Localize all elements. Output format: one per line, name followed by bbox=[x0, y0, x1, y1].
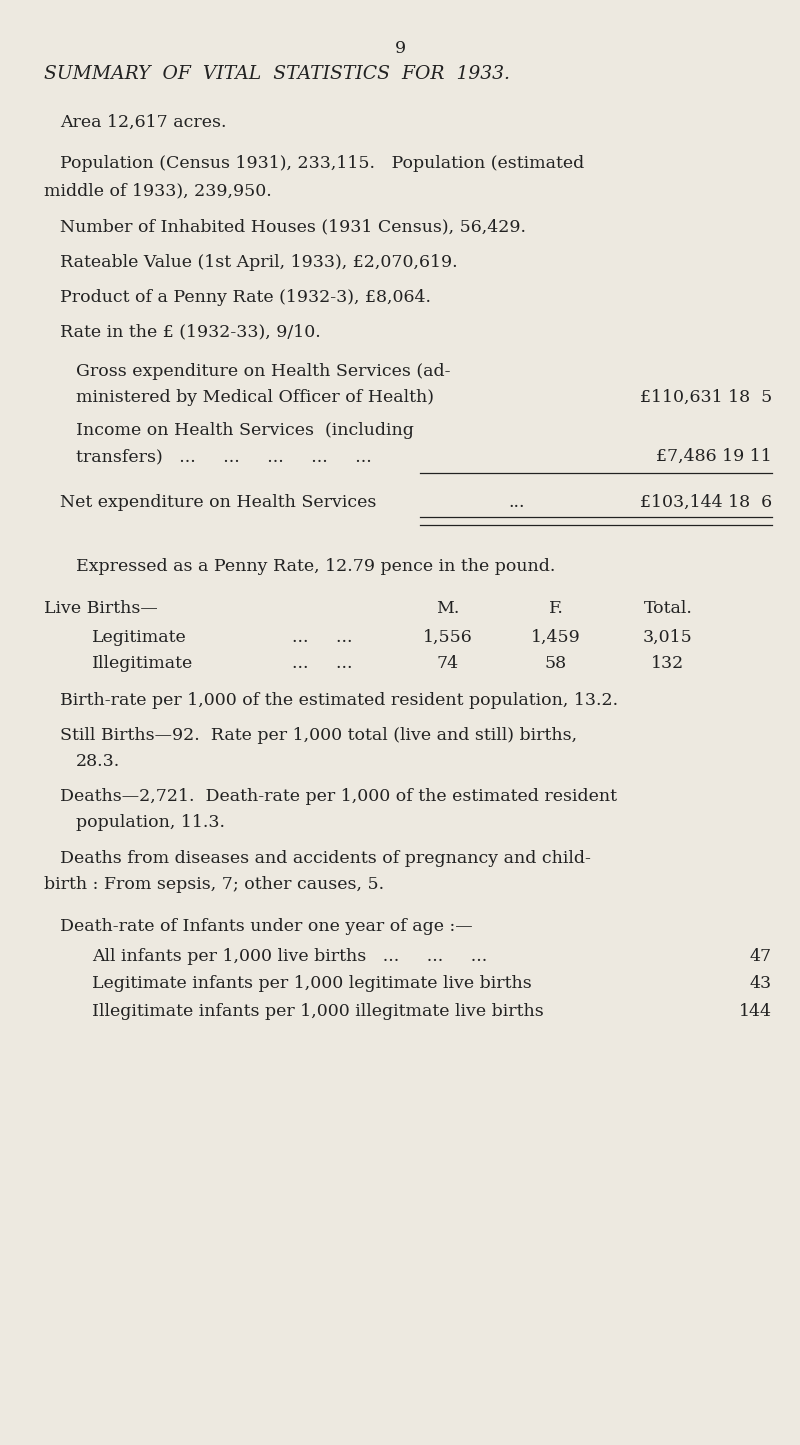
Text: Rateable Value (1st April, 1933), £2,070,619.: Rateable Value (1st April, 1933), £2,070… bbox=[60, 254, 458, 272]
Text: Income on Health Services  (including: Income on Health Services (including bbox=[76, 422, 414, 439]
Text: M.: M. bbox=[436, 600, 460, 617]
Text: Net expenditure on Health Services: Net expenditure on Health Services bbox=[60, 494, 376, 512]
Text: Death-rate of Infants under one year of age :—: Death-rate of Infants under one year of … bbox=[60, 918, 473, 935]
Text: £103,144 18  6: £103,144 18 6 bbox=[640, 494, 772, 512]
Text: Number of Inhabited Houses (1931 Census), 56,429.: Number of Inhabited Houses (1931 Census)… bbox=[60, 218, 526, 236]
Text: £110,631 18  5: £110,631 18 5 bbox=[640, 389, 772, 406]
Text: Still Births—92.  Rate per 1,000 total (live and still) births,: Still Births—92. Rate per 1,000 total (l… bbox=[60, 727, 577, 744]
Text: Total.: Total. bbox=[643, 600, 693, 617]
Text: £7,486 19 11: £7,486 19 11 bbox=[656, 448, 772, 465]
Text: Deaths—2,721.  Death-rate per 1,000 of the estimated resident: Deaths—2,721. Death-rate per 1,000 of th… bbox=[60, 788, 617, 805]
Text: Population (Census 1931), 233,115.   Population (estimated: Population (Census 1931), 233,115. Popul… bbox=[60, 155, 584, 172]
Text: 9: 9 bbox=[394, 40, 406, 58]
Text: 74: 74 bbox=[437, 655, 459, 672]
Text: 28.3.: 28.3. bbox=[76, 753, 120, 770]
Text: Legitimate infants per 1,000 legitimate live births: Legitimate infants per 1,000 legitimate … bbox=[92, 975, 532, 993]
Text: transfers)   ...     ...     ...     ...     ...: transfers) ... ... ... ... ... bbox=[76, 448, 372, 465]
Text: 1,459: 1,459 bbox=[531, 629, 581, 646]
Text: 1,556: 1,556 bbox=[423, 629, 473, 646]
Text: ministered by Medical Officer of Health): ministered by Medical Officer of Health) bbox=[76, 389, 434, 406]
Text: middle of 1933), 239,950.: middle of 1933), 239,950. bbox=[44, 182, 272, 199]
Text: 58: 58 bbox=[545, 655, 567, 672]
Text: 132: 132 bbox=[651, 655, 685, 672]
Text: Product of a Penny Rate (1932-3), £8,064.: Product of a Penny Rate (1932-3), £8,064… bbox=[60, 289, 431, 306]
Text: 3,015: 3,015 bbox=[643, 629, 693, 646]
Text: Expressed as a Penny Rate, 12.79 pence in the pound.: Expressed as a Penny Rate, 12.79 pence i… bbox=[76, 558, 555, 575]
Text: population, 11.3.: population, 11.3. bbox=[76, 814, 225, 831]
Text: Rate in the £ (1932-33), 9/10.: Rate in the £ (1932-33), 9/10. bbox=[60, 324, 321, 341]
Text: Illegitimate infants per 1,000 illegitmate live births: Illegitimate infants per 1,000 illegitma… bbox=[92, 1003, 544, 1020]
Text: ...     ...: ... ... bbox=[292, 655, 353, 672]
Text: Deaths from diseases and accidents of pregnancy and child-: Deaths from diseases and accidents of pr… bbox=[60, 850, 591, 867]
Text: birth : From sepsis, 7; other causes, 5.: birth : From sepsis, 7; other causes, 5. bbox=[44, 876, 384, 893]
Text: Birth-rate per 1,000 of the estimated resident population, 13.2.: Birth-rate per 1,000 of the estimated re… bbox=[60, 692, 618, 709]
Text: ...     ...: ... ... bbox=[292, 629, 353, 646]
Text: 144: 144 bbox=[739, 1003, 772, 1020]
Text: Illegitimate: Illegitimate bbox=[92, 655, 194, 672]
Text: SUMMARY  OF  VITAL  STATISTICS  FOR  1933.: SUMMARY OF VITAL STATISTICS FOR 1933. bbox=[44, 65, 510, 82]
Text: ...: ... bbox=[508, 494, 525, 512]
Text: Legitimate: Legitimate bbox=[92, 629, 186, 646]
Text: 47: 47 bbox=[750, 948, 772, 965]
Text: Area 12,617 acres.: Area 12,617 acres. bbox=[60, 114, 226, 131]
Text: 43: 43 bbox=[750, 975, 772, 993]
Text: Live Births—: Live Births— bbox=[44, 600, 158, 617]
Text: F.: F. bbox=[549, 600, 563, 617]
Text: All infants per 1,000 live births   ...     ...     ...: All infants per 1,000 live births ... ..… bbox=[92, 948, 487, 965]
Text: Gross expenditure on Health Services (ad-: Gross expenditure on Health Services (ad… bbox=[76, 363, 450, 380]
